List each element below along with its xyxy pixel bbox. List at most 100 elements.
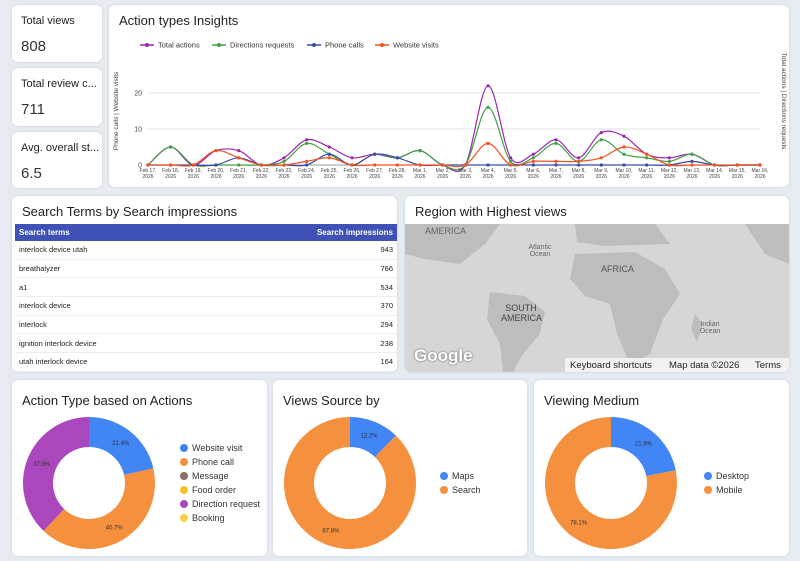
data-point	[531, 152, 535, 156]
data-point	[305, 138, 309, 142]
legend-label: Website visits	[393, 41, 439, 50]
map[interactable]	[405, 224, 789, 372]
series-line	[147, 142, 760, 168]
data-point	[418, 163, 422, 167]
search-term: utah interlock device	[15, 352, 208, 372]
x-tick-label: Mar 2, 2026	[435, 168, 450, 180]
data-point	[373, 152, 377, 156]
data-point	[305, 159, 309, 163]
impressions: 370	[207, 296, 397, 316]
data-point	[509, 163, 513, 167]
x-tick-label: Mar 11, 2026	[638, 168, 655, 180]
data-point	[622, 152, 626, 156]
x-tick-label: Feb 20, 2026	[207, 168, 225, 180]
data-point	[395, 156, 399, 160]
search-term: ignition interlock device	[15, 333, 208, 354]
data-point	[577, 163, 581, 167]
data-point	[599, 163, 603, 167]
donut-chart: 21.4% 40.7% 37.9% Website visit Phone call Me…	[22, 417, 261, 549]
data-point	[259, 163, 263, 167]
data-point	[237, 163, 241, 167]
data-point	[305, 141, 309, 145]
legend-swatch	[380, 43, 384, 47]
kpi-value: 711	[21, 101, 45, 118]
data-point	[237, 149, 241, 153]
y2-axis-title: Total actions | Directions requests	[780, 52, 787, 150]
legend-label: Food order	[192, 485, 236, 495]
data-point	[667, 163, 671, 167]
search-term: interlock device utah	[15, 241, 208, 260]
x-tick-label: Feb 18, 2026	[162, 168, 180, 180]
data-point	[735, 163, 739, 167]
table-row: a1 534	[15, 277, 397, 298]
series-line	[147, 153, 760, 167]
data-point	[690, 159, 694, 163]
legend-label: Direction request	[192, 499, 261, 509]
table-panel: Search Terms by Search impressions Searc…	[12, 196, 397, 372]
map-label: Atlantic Ocean	[528, 244, 552, 258]
legend-swatch	[217, 43, 221, 47]
map-label: Indian Ocean	[699, 321, 721, 335]
y-tick-label: 10	[134, 127, 142, 134]
data-point	[327, 152, 331, 156]
kpi-label: Avg. overall st...	[21, 142, 100, 154]
table-row: utah interlock device 164	[15, 352, 397, 372]
data-point	[667, 156, 671, 160]
map-link[interactable]: Keyboard shortcuts	[570, 360, 652, 371]
data-label: 12.2%	[361, 434, 379, 440]
impressions: 534	[207, 277, 397, 298]
kpi-label: Total review c...	[21, 78, 97, 90]
panel-title: Action Type based on Actions	[22, 393, 193, 408]
data-point	[622, 134, 626, 138]
x-tick-label: Mar 14, 2026	[706, 168, 724, 180]
data-point	[327, 156, 331, 160]
data-point	[463, 163, 467, 167]
data-point	[486, 84, 490, 88]
legend-swatch	[180, 458, 188, 466]
x-tick-label: Mar 16, 2026	[751, 168, 769, 180]
kpi-card[interactable]: Total review c... 711	[12, 68, 102, 126]
x-tick-label: Feb 19, 2026	[184, 168, 202, 180]
data-label: 78.1%	[570, 520, 588, 526]
data-point	[191, 163, 195, 167]
y-tick-label: 20	[134, 91, 142, 98]
column-header[interactable]: Search terms	[15, 224, 208, 241]
data-point	[554, 141, 558, 145]
x-tick-label: Feb 24, 2026	[298, 168, 316, 180]
data-point	[146, 163, 150, 167]
data-point	[350, 163, 354, 167]
data-point	[554, 138, 558, 142]
panel-title: Action types Insights	[119, 13, 239, 28]
table-row: interlock device 370	[15, 296, 397, 316]
map-link[interactable]: Terms	[755, 360, 781, 371]
search-term: a1	[15, 277, 208, 298]
pie-panel: Views Source by 12.2% 87.8% Maps Search	[273, 380, 527, 556]
kpi-card[interactable]: Avg. overall st... 6.5	[12, 132, 102, 188]
data-point	[531, 156, 535, 160]
data-point	[667, 159, 671, 163]
impressions: 164	[207, 352, 397, 372]
donut-slice	[545, 417, 677, 549]
donut-chart: 12.2% 87.8% Maps Search	[284, 417, 481, 549]
kpi-label: Total views	[21, 15, 75, 27]
data-point	[577, 159, 581, 163]
data-point	[622, 163, 626, 167]
series-line	[147, 85, 760, 173]
column-header[interactable]: Search impressions	[207, 224, 397, 241]
legend-label: Message	[192, 471, 229, 481]
legend-swatch	[704, 472, 712, 480]
legend-label: Desktop	[716, 471, 749, 481]
data-point	[169, 163, 173, 167]
data-label: 21.4%	[112, 441, 130, 447]
pie-panel: Action Type based on Actions 21.4% 40.7% 37…	[12, 380, 267, 556]
impressions: 943	[207, 241, 397, 260]
data-point	[486, 141, 490, 145]
kpi-card[interactable]: Total views 808	[12, 5, 102, 62]
data-point	[486, 105, 490, 109]
x-tick-label: Mar 15, 2026	[728, 168, 746, 180]
table-row: interlock 294	[15, 315, 397, 335]
legend-swatch	[180, 486, 188, 494]
legend-label: Phone call	[192, 457, 234, 467]
data-point	[577, 156, 581, 160]
x-tick-label: Mar 6, 2026	[526, 168, 541, 180]
